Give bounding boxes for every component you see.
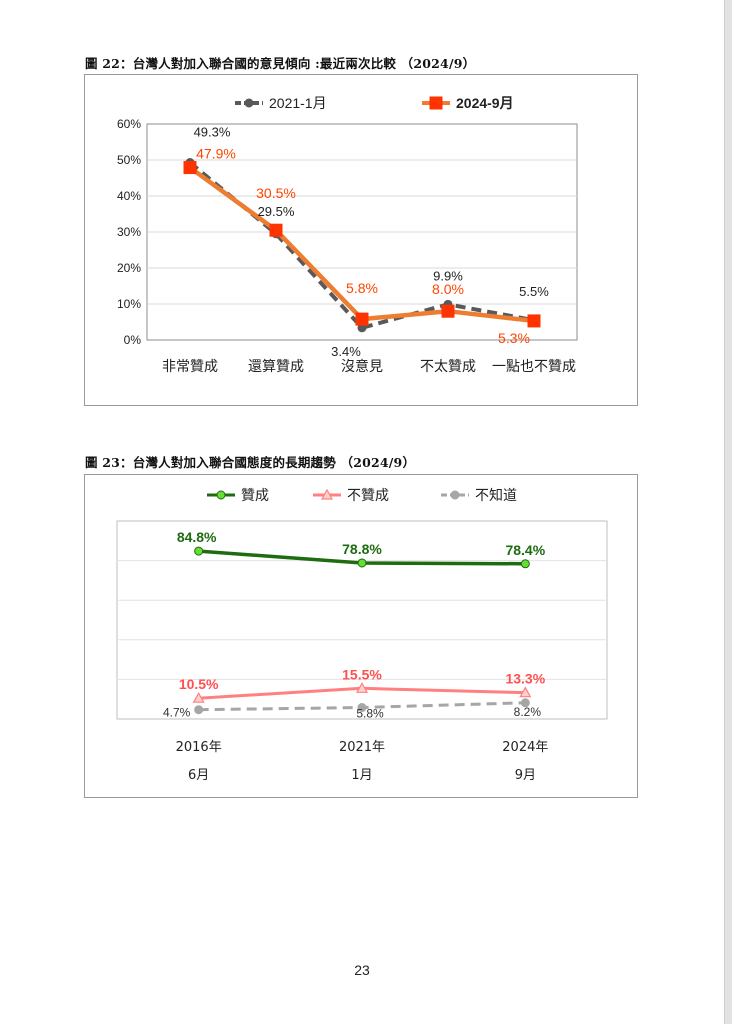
y-tick-label: 50%	[117, 153, 141, 167]
y-tick-label: 0%	[124, 333, 142, 347]
data-point	[527, 314, 541, 328]
x-tick-label: 2024年	[502, 740, 548, 755]
x-tick-label: 不太贊成	[420, 359, 476, 375]
data-label: 49.3%	[194, 125, 231, 140]
y-tick-label: 30%	[117, 225, 141, 239]
data-label: 84.8%	[177, 529, 217, 545]
plot-area	[116, 520, 608, 720]
x-tick-label-line2: 1月	[351, 768, 372, 783]
y-tick-label: 10%	[117, 297, 141, 311]
data-label: 78.8%	[342, 541, 382, 557]
data-label: 10.5%	[179, 676, 219, 692]
data-point	[520, 698, 530, 708]
data-point	[441, 304, 455, 318]
data-label: 47.9%	[196, 146, 236, 162]
data-label: 8.0%	[432, 281, 464, 297]
data-label: 15.5%	[342, 666, 382, 682]
x-tick-label-line2: 9月	[515, 768, 536, 783]
figure-22-chart: 0% 10% 20% 30% 40% 50% 60% 非常贊成 還算贊成 沒意見 不太贊成 一點也不贊…	[84, 74, 638, 406]
data-point	[194, 546, 204, 556]
data-label: 30.5%	[256, 185, 296, 201]
data-point	[520, 559, 530, 569]
legend-label: 不贊成	[347, 488, 389, 504]
legend-label: 不知道	[475, 487, 517, 504]
series-line-2	[188, 165, 535, 324]
data-label: 13.3%	[505, 671, 545, 687]
data-point	[519, 686, 532, 698]
x-tick-label: 沒意見	[341, 358, 383, 375]
x-tick-label: 2021年	[339, 740, 385, 755]
data-label: 3.4%	[331, 344, 361, 359]
data-label: 5.8%	[346, 280, 378, 296]
data-label: 29.5%	[258, 204, 295, 219]
data-label: 8.2%	[514, 705, 542, 719]
data-point	[269, 223, 283, 237]
legend-label: 2024-9月	[456, 95, 514, 111]
figure-23-title: 圖 23：台灣人對加入聯合國態度的長期趨勢 （2024/9）	[85, 455, 416, 470]
x-tick-label: 2016年	[176, 740, 222, 755]
x-tick-label: 還算贊成	[248, 359, 304, 375]
x-tick-label-line2: 6月	[188, 768, 209, 783]
page-edge	[724, 0, 732, 1024]
x-tick-label: 一點也不贊成	[492, 359, 576, 375]
data-label: 9.9%	[433, 268, 463, 283]
data-label: 5.8%	[356, 707, 384, 721]
data-point	[355, 312, 369, 326]
legend-label: 2021-1月	[269, 95, 327, 111]
legend-marker	[320, 488, 334, 500]
data-label: 5.5%	[519, 284, 549, 299]
data-label: 78.4%	[505, 542, 545, 558]
data-point	[192, 691, 205, 703]
y-tick-label: 40%	[117, 189, 141, 203]
chart-23-svg: 2016年 6月 2021年 1月 2024年 9月 贊成 不贊成 不知道 84.8% 78.8% 7…	[116, 487, 608, 783]
figure-23-chart: 2016年 6月 2021年 1月 2024年 9月 贊成 不贊成 不知道 84.8% 78.8% 7…	[84, 474, 638, 798]
data-point	[355, 682, 369, 693]
figure-22-title: 圖 22：台灣人對加入聯合國的意見傾向 :最近兩次比較 （2024/9）	[85, 56, 476, 71]
legend-label: 贊成	[241, 488, 269, 504]
chart-22-svg: 0% 10% 20% 30% 40% 50% 60% 非常贊成 還算贊成 沒意見 不太贊成 一點也不贊…	[117, 95, 578, 375]
data-point	[183, 161, 197, 175]
page-number: 23	[354, 962, 370, 978]
legend-marker	[450, 490, 460, 500]
data-point	[357, 703, 367, 713]
data-point	[357, 558, 367, 568]
series-line-1	[188, 160, 535, 330]
legend-marker	[216, 490, 226, 500]
data-label: 5.3%	[498, 330, 530, 346]
data-point	[194, 705, 204, 715]
legend-marker	[429, 96, 443, 110]
y-tick-label: 20%	[117, 261, 141, 275]
x-tick-label: 非常贊成	[162, 359, 218, 375]
y-tick-label: 60%	[117, 117, 141, 131]
legend-marker	[244, 98, 254, 108]
data-label: 4.7%	[163, 706, 191, 720]
